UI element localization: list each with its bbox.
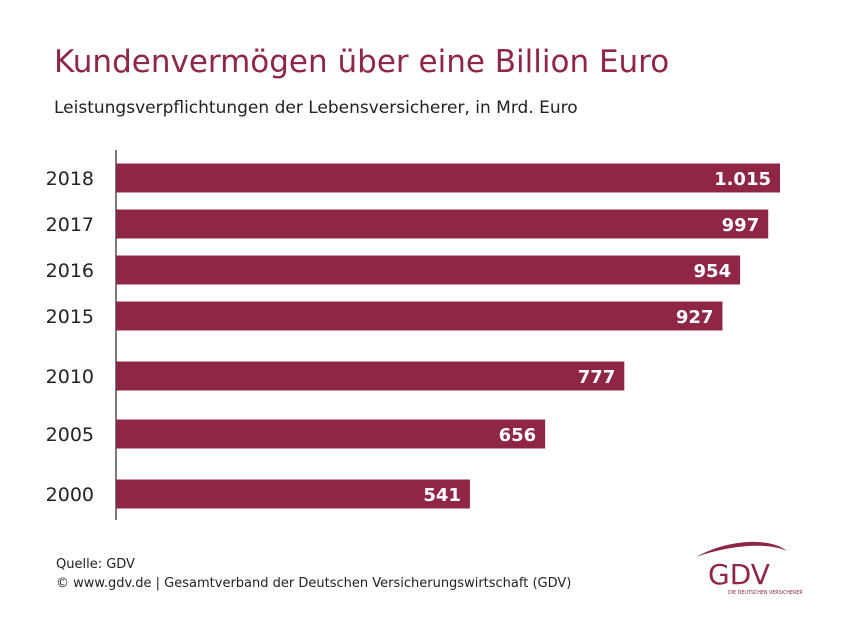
bar-2005 [116,419,546,449]
category-label-2000: 2000 [46,484,94,506]
bar-2010 [116,361,625,391]
chart-subtitle: Leistungsverpflichtungen der Lebensversi… [54,98,578,118]
category-label-2018: 2018 [46,168,94,190]
copyright-line: © www.gdv.de | Gesamtverband der Deutsch… [56,576,572,591]
logo-tagline: DIE DEUTSCHEN VERSICHERER [728,590,803,596]
value-label-2015: 927 [676,307,714,328]
category-label-2005: 2005 [46,424,94,446]
value-label-2000: 541 [423,485,461,506]
bar-2017 [116,209,769,239]
category-label-2015: 2015 [46,306,94,328]
bar-2016 [116,255,741,285]
category-label-2010: 2010 [46,366,94,388]
category-label-2017: 2017 [46,214,94,236]
value-label-2018: 1.015 [714,169,771,190]
logo-arc-icon [696,541,787,557]
logo-wordmark: GDV [708,558,770,591]
chart-title: Kundenvermögen über eine Billion Euro [54,44,670,80]
value-label-2010: 777 [578,367,616,388]
source-label: Quelle: GDV [56,557,135,572]
value-label-2017: 997 [722,215,760,236]
bar-chart: 2018 1.015 2017 997 2016 954 2015 927 2010 777 200… [46,150,780,520]
bar-2000 [116,479,470,509]
source-note: Quelle: GDV © www.gdv.de | Gesamtverband… [56,555,571,593]
gdv-logo: GDV DIE DEUTSCHEN VERSICHERER [696,541,803,596]
bar-2018 [116,163,780,193]
value-label-2016: 954 [694,261,732,282]
value-label-2005: 656 [499,425,537,446]
bar-2015 [116,301,723,331]
category-label-2016: 2016 [46,260,94,282]
